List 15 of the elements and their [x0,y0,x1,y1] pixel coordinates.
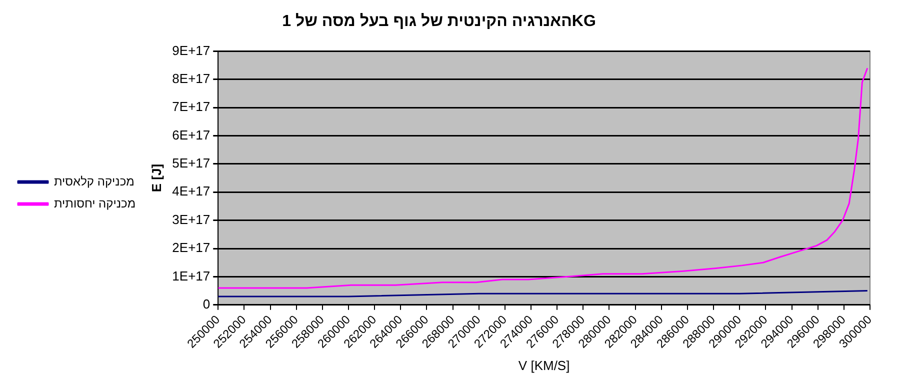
y-tick-label: 2E+17 [172,240,210,256]
y-tick-label: 1E+17 [172,268,210,284]
y-axis-title: E [J] [148,164,164,192]
x-axis-title: V [KM/S] [518,358,570,373]
y-tick-label: 5E+17 [172,156,210,171]
legend-label: מכניקה קלאסית [54,174,134,188]
y-tick-label: 9E+17 [172,42,210,58]
y-tick-label: 8E+17 [172,70,210,86]
y-tick-label: 4E+17 [172,184,210,199]
y-tick-label: 0 [202,296,210,312]
chart-title: האנרגיה הקינטית של גוף בעל מסה של 1KG [282,12,596,30]
legend-label: מכניקה יחסותית [54,196,136,210]
y-tick-label: 7E+17 [172,99,210,114]
y-tick-label: 3E+17 [172,212,210,227]
y-tick-label: 6E+17 [172,127,210,142]
